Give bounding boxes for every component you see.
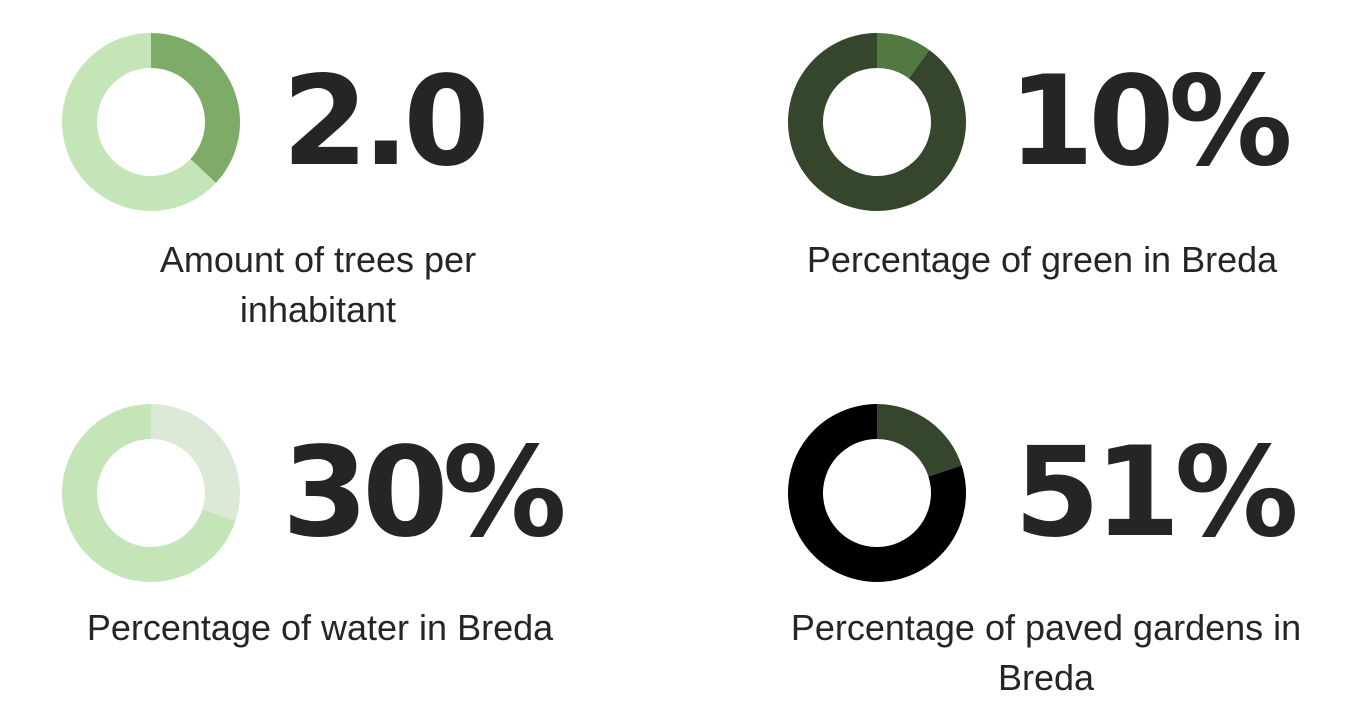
stat-value: 2.0 xyxy=(282,50,490,194)
stat-caption: Percentage of green in Breda xyxy=(806,239,1278,280)
donut-slice-1 xyxy=(151,33,240,183)
stat-caption: Percentage of water in Breda xyxy=(86,607,554,648)
donut-chart xyxy=(788,404,966,582)
stat-caption: Amount of trees per inhabitant xyxy=(159,239,477,330)
donut-chart xyxy=(62,33,240,211)
donut-chart xyxy=(788,33,966,211)
stat-paved-gardens-percentage: 51% Percentage of paved gardens in Breda xyxy=(686,353,1372,706)
stat-water-percentage: 30% Percentage of water in Breda xyxy=(0,353,686,706)
donut-slice-2 xyxy=(62,33,216,211)
donut-slice-1 xyxy=(877,404,962,477)
donut-slice-2 xyxy=(788,33,966,211)
stat-caption: Percentage of paved gardens in Breda xyxy=(790,607,1302,698)
donut-slice-1 xyxy=(877,33,930,79)
donut-slice-1 xyxy=(151,404,240,521)
stat-green-percentage: 10% Percentage of green in Breda xyxy=(686,0,1372,353)
stat-value: 51% xyxy=(1014,421,1299,565)
donut-slice-2 xyxy=(788,404,966,582)
stat-value: 10% xyxy=(1008,50,1293,194)
stat-value: 30% xyxy=(282,421,567,565)
stat-trees-per-inhabitant: 2.0 Amount of trees per inhabitant xyxy=(0,0,686,353)
donut-slice-2 xyxy=(62,404,236,582)
donut-chart xyxy=(62,404,240,582)
